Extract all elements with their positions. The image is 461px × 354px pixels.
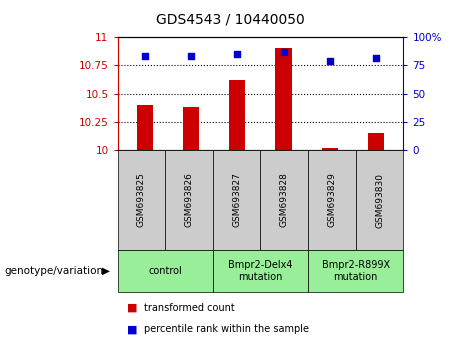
Point — [280, 49, 287, 55]
Bar — [183, 107, 200, 150]
Text: GSM693827: GSM693827 — [232, 172, 241, 228]
Bar — [230, 80, 245, 150]
Text: GSM693828: GSM693828 — [280, 172, 289, 228]
Text: transformed count: transformed count — [144, 303, 235, 313]
Text: control: control — [148, 266, 182, 276]
Point — [372, 55, 379, 61]
Text: Bmpr2-Delx4
mutation: Bmpr2-Delx4 mutation — [228, 260, 293, 282]
Bar — [322, 148, 338, 150]
Bar — [137, 105, 153, 150]
Text: genotype/variation: genotype/variation — [5, 266, 104, 276]
Bar — [276, 48, 292, 150]
Text: ■: ■ — [127, 303, 137, 313]
Text: GSM693830: GSM693830 — [375, 172, 384, 228]
Text: GSM693826: GSM693826 — [184, 172, 194, 228]
Text: Bmpr2-R899X
mutation: Bmpr2-R899X mutation — [322, 260, 390, 282]
Point — [326, 58, 333, 64]
Text: ■: ■ — [127, 324, 137, 334]
Text: percentile rank within the sample: percentile rank within the sample — [144, 324, 309, 334]
Text: ▶: ▶ — [102, 266, 110, 276]
Point — [234, 51, 241, 57]
Text: GSM693829: GSM693829 — [327, 172, 337, 228]
Point — [188, 53, 195, 59]
Point — [142, 53, 149, 59]
Bar — [368, 133, 384, 150]
Text: GSM693825: GSM693825 — [137, 172, 146, 228]
Text: GDS4543 / 10440050: GDS4543 / 10440050 — [156, 12, 305, 27]
